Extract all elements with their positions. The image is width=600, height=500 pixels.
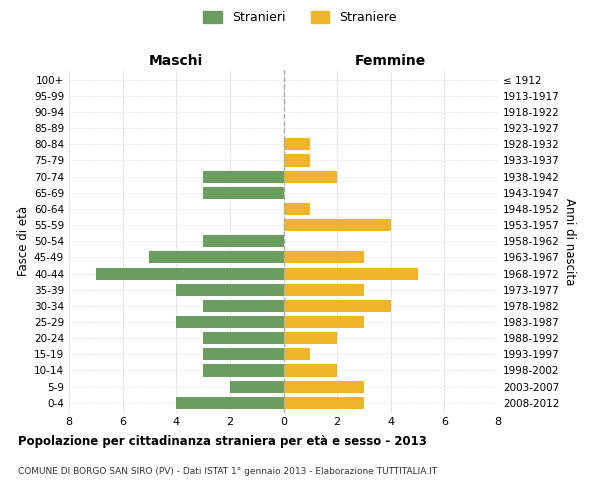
Bar (176, 316, 284, 328)
Bar (203, 364, 284, 376)
Bar (284, 332, 337, 344)
Bar (284, 170, 337, 182)
Bar (284, 219, 391, 231)
Bar (203, 348, 284, 360)
Bar (96, 268, 284, 280)
Bar (203, 300, 284, 312)
Y-axis label: Anni di nascita: Anni di nascita (563, 198, 576, 285)
Bar (176, 396, 284, 409)
Bar (284, 380, 364, 392)
Bar (230, 380, 284, 392)
Bar (203, 332, 284, 344)
Text: Popolazione per cittadinanza straniera per età e sesso - 2013: Popolazione per cittadinanza straniera p… (18, 435, 427, 448)
Bar (176, 284, 284, 296)
Text: Femmine: Femmine (355, 54, 427, 68)
Bar (284, 348, 310, 360)
Legend: Stranieri, Straniere: Stranieri, Straniere (198, 6, 402, 29)
Bar (284, 154, 310, 166)
Bar (203, 170, 284, 182)
Bar (284, 203, 310, 215)
Bar (284, 364, 337, 376)
Bar (284, 300, 391, 312)
Bar (284, 138, 310, 150)
Bar (284, 316, 364, 328)
Bar (203, 235, 284, 248)
Bar (284, 268, 418, 280)
Bar (284, 252, 364, 264)
Bar (284, 396, 364, 409)
Bar (284, 284, 364, 296)
Bar (149, 252, 284, 264)
Y-axis label: Fasce di età: Fasce di età (17, 206, 30, 276)
Text: COMUNE DI BORGO SAN SIRO (PV) - Dati ISTAT 1° gennaio 2013 - Elaborazione TUTTIT: COMUNE DI BORGO SAN SIRO (PV) - Dati IST… (18, 468, 437, 476)
Bar (203, 186, 284, 199)
Text: Maschi: Maschi (149, 54, 203, 68)
